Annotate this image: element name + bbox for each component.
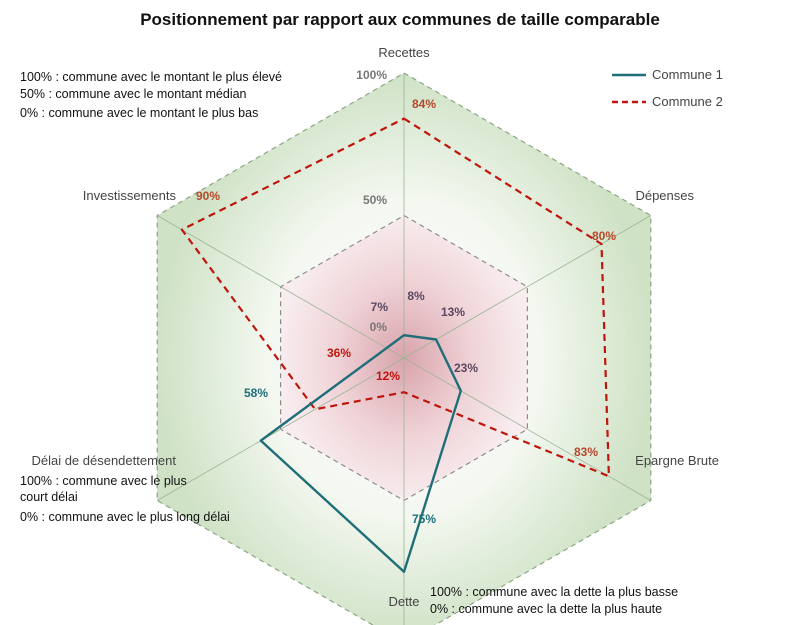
- data-label-commune-1: 58%: [244, 386, 268, 400]
- level-label-0: 0%: [370, 320, 388, 334]
- series-line-commune-2: [180, 117, 611, 478]
- radar-grid: [156, 72, 652, 625]
- note-top-left: 100% : commune avec le montant le plus é…: [20, 70, 282, 120]
- legend-label-commune-2: Commune 2: [652, 94, 723, 109]
- note-left: 100% : commune avec le plus court délai …: [20, 474, 230, 524]
- grid-spoke: [156, 357, 405, 501]
- series-line-commune-1: [259, 334, 462, 573]
- note-line: 100% : commune avec la dette la plus bas…: [430, 585, 678, 599]
- axis-label-4: Délai de désendettement: [31, 453, 176, 468]
- data-label-commune-2: 90%: [196, 189, 220, 203]
- labels-layer: Recettes Dépenses Epargne Brute Dette Délai …: [31, 45, 719, 609]
- data-label-commune-2: 36%: [327, 346, 351, 360]
- data-label-commune-1: 7%: [371, 300, 389, 314]
- legend: Commune 1 Commune 2: [612, 67, 723, 109]
- note-line: 50% : commune avec le montant médian: [20, 87, 247, 101]
- data-label-commune-1: 23%: [454, 361, 478, 375]
- note-bottom: 100% : commune avec la dette la plus bas…: [430, 585, 678, 616]
- data-label-commune-1: 8%: [407, 289, 425, 303]
- note-line: court délai: [20, 490, 78, 504]
- axis-label-5: Investissements: [83, 188, 177, 203]
- data-label-commune-2: 83%: [574, 445, 598, 459]
- data-label-commune-2: 84%: [412, 97, 436, 111]
- data-label-commune-2: 80%: [592, 229, 616, 243]
- note-line: 100% : commune avec le plus: [20, 474, 187, 488]
- axis-label-3: Dette: [388, 594, 419, 609]
- series-layer: [180, 117, 611, 573]
- grid-spoke: [403, 215, 651, 359]
- axis-label-1: Dépenses: [635, 188, 694, 203]
- data-label-commune-1: 13%: [441, 305, 465, 319]
- note-line: 0% : commune avec le montant le plus bas: [20, 106, 258, 120]
- note-line: 0% : commune avec la dette la plus haute: [430, 602, 662, 616]
- level-label-100: 100%: [356, 68, 387, 82]
- data-label-commune-1: 75%: [412, 512, 436, 526]
- chart-title: Positionnement par rapport aux communes …: [140, 10, 660, 29]
- grid-spoke: [403, 357, 651, 501]
- axis-label-0: Recettes: [378, 45, 430, 60]
- legend-label-commune-1: Commune 1: [652, 67, 723, 82]
- grid-spoke: [156, 215, 405, 359]
- axis-label-2: Epargne Brute: [635, 453, 719, 468]
- note-line: 100% : commune avec le montant le plus é…: [20, 70, 282, 84]
- data-label-commune-2: 12%: [376, 369, 400, 383]
- level-label-50: 50%: [363, 193, 387, 207]
- note-line: 0% : commune avec le plus long délai: [20, 510, 230, 524]
